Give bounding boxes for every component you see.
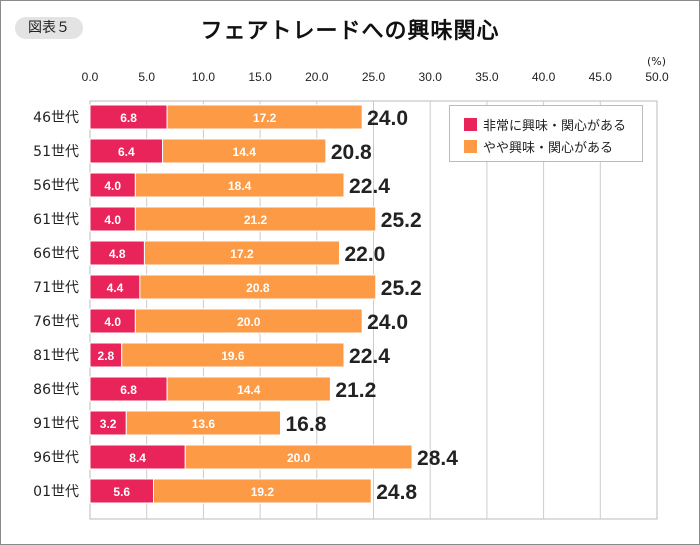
x-tick-label: 45.0 [589,70,613,84]
bar-segment-somewhat [121,342,345,368]
x-tick-label: 5.0 [138,70,155,84]
x-tick-label: 35.0 [475,70,499,84]
category-label: 56世代 [33,178,79,194]
bar-value-label: 8.4 [129,451,146,465]
legend-label-very: 非常に興味・関心がある [483,119,627,134]
total-value-label: 24.0 [367,107,408,130]
legend: 非常に興味・関心がある やや興味・関心がある [449,105,643,162]
bar-segment-somewhat [166,104,363,130]
total-value-label: 25.2 [381,209,422,232]
category-label: 66世代 [33,246,79,262]
total-value-label: 21.2 [335,379,376,402]
total-value-label: 22.4 [349,345,390,368]
bar-segment-somewhat [134,308,363,334]
category-label: 71世代 [33,280,79,296]
legend-swatch-very [464,118,477,131]
bar-value-label: 13.6 [192,417,216,431]
category-label: 86世代 [33,382,79,398]
category-label: 61世代 [33,212,79,228]
bar-value-label: 4.8 [109,247,126,261]
total-value-label: 24.8 [376,481,417,504]
bar-value-label: 4.0 [104,179,121,193]
legend-swatch-somewhat [464,140,477,153]
x-tick-label: 50.0 [645,70,669,84]
bar-value-label: 17.2 [230,247,254,261]
bar-value-label: 3.2 [100,417,117,431]
x-tick-label: 15.0 [248,70,272,84]
x-tick-label: 10.0 [192,70,216,84]
category-label: 81世代 [33,348,79,364]
bar-segment-somewhat [166,376,331,402]
bar-segment-very [89,410,127,436]
bar-segment-somewhat [162,138,327,164]
category-label: 91世代 [33,416,79,432]
x-tick-label: 40.0 [532,70,556,84]
unit-label: (%) [647,55,667,68]
chart-title: フェアトレードへの興味関心 [200,19,500,44]
bar-segment-very [89,206,136,232]
bar-segment-very [89,274,141,300]
category-label: 51世代 [33,144,79,160]
category-label: 01世代 [33,484,79,500]
bar-value-label: 5.6 [113,485,130,499]
bar-segment-somewhat [134,206,377,232]
bar-value-label: 6.8 [120,111,137,125]
bar-value-label: 14.4 [233,145,257,159]
category-label: 76世代 [33,314,79,330]
bar-value-label: 18.4 [228,179,252,193]
bar-value-label: 4.0 [104,315,121,329]
bar-segment-very [89,240,145,266]
total-value-label: 22.4 [349,175,390,198]
x-tick-label: 20.0 [305,70,329,84]
bar-segment-somewhat [184,444,413,470]
bar-value-label: 4.0 [104,213,121,227]
bar-value-label: 6.8 [120,383,137,397]
bar-segment-somewhat [125,410,282,436]
bar-segment-somewhat [139,274,377,300]
bar-segment-very [89,342,123,368]
bar-segment-somewhat [153,478,372,504]
bar-value-label: 19.6 [221,349,245,363]
x-tick-label: 30.0 [419,70,443,84]
bar-segment-very [89,308,136,334]
legend-label-somewhat: やや興味・関心がある [483,141,614,156]
bar-value-label: 20.0 [237,315,261,329]
bar-value-label: 4.4 [107,281,124,295]
bar-value-label: 21.2 [244,213,268,227]
bar-segment-very [89,376,168,402]
bar-value-label: 20.0 [287,451,311,465]
total-value-label: 25.2 [381,277,422,300]
bar-segment-very [89,172,136,198]
bar-value-label: 2.8 [98,349,115,363]
x-tick-label: 0.0 [82,70,99,84]
bar-segment-somewhat [143,240,340,266]
bar-value-label: 20.8 [246,281,270,295]
bar-segment-somewhat [134,172,345,198]
x-tick-label: 25.0 [362,70,386,84]
legend-item-very: 非常に興味・関心がある [464,115,626,134]
total-value-label: 28.4 [417,447,458,470]
figure-number-badge: 図表５ [15,17,83,39]
total-value-label: 24.0 [367,311,408,334]
total-value-label: 20.8 [331,141,372,164]
category-label: 46世代 [33,110,79,126]
legend-item-somewhat: やや興味・関心がある [464,137,613,156]
bar-value-label: 17.2 [253,111,277,125]
bar-segment-very [89,478,155,504]
bar-value-label: 19.2 [251,485,275,499]
category-label: 96世代 [33,450,79,466]
bar-value-label: 14.4 [237,383,261,397]
bar-value-label: 6.4 [118,145,135,159]
total-value-label: 22.0 [344,243,385,266]
total-value-label: 16.8 [286,413,327,436]
